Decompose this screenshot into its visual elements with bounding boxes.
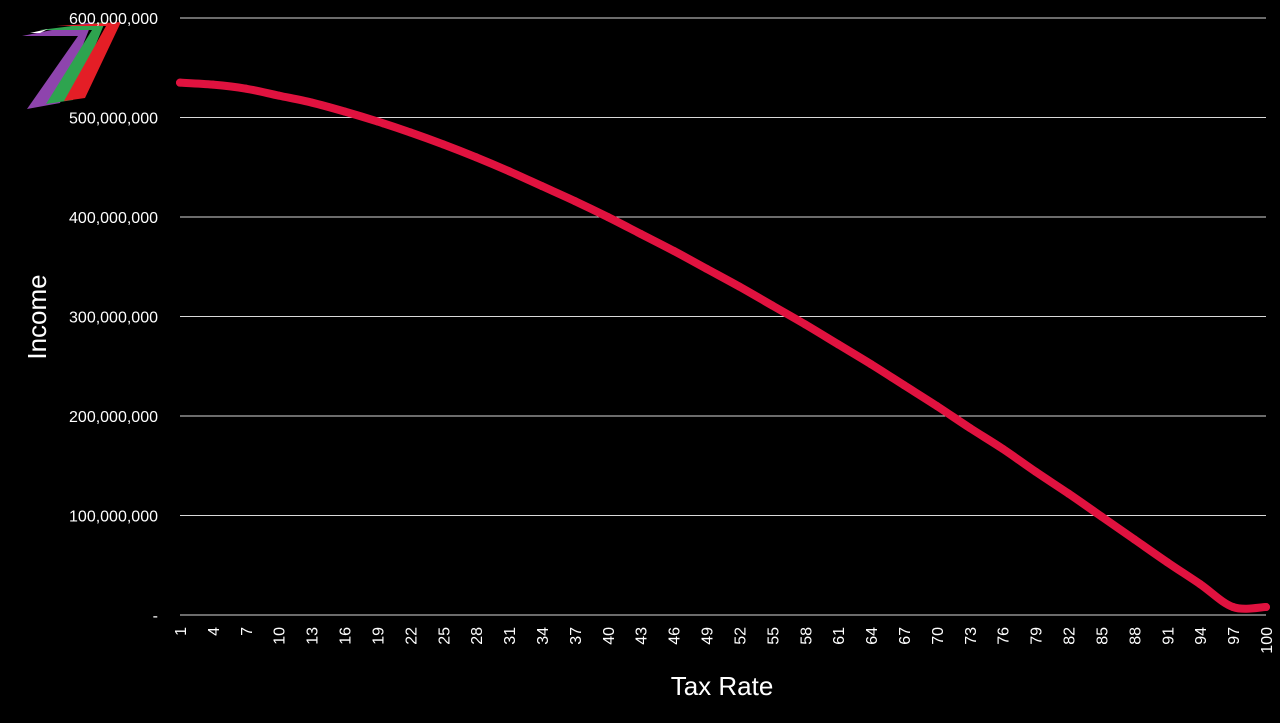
y-tick-label: 400,000,000 xyxy=(69,210,158,227)
income-data-point xyxy=(636,229,645,238)
income-data-point xyxy=(1130,535,1139,544)
x-tick-label: 1 xyxy=(173,627,190,636)
income-data-point xyxy=(867,360,876,369)
x-tick-label: 73 xyxy=(963,627,980,645)
x-tick-label: 34 xyxy=(535,627,552,645)
x-tick-label: 70 xyxy=(930,627,947,645)
x-tick-label: 19 xyxy=(370,627,387,645)
x-tick-label: 94 xyxy=(1193,627,1210,645)
income-data-point xyxy=(538,182,546,191)
income-series-line xyxy=(176,78,1270,613)
x-axis-tick-labels: 1 4 7 10 13 16 19 22 25 28 31 34 37 40 43 46 49 52 55 58 61 6… xyxy=(173,627,1276,654)
income-data-point xyxy=(208,80,217,89)
income-data-point xyxy=(801,320,810,329)
x-tick-label: 85 xyxy=(1094,627,1111,645)
x-tick-label: 67 xyxy=(897,627,914,645)
x-tick-label: 31 xyxy=(502,627,519,645)
x-tick-label: 76 xyxy=(996,627,1013,645)
x-tick-label: 58 xyxy=(798,627,815,645)
income-data-point xyxy=(176,78,184,87)
x-tick-label: 22 xyxy=(403,627,420,645)
x-tick-label: 4 xyxy=(206,627,223,636)
income-data-point xyxy=(340,107,349,116)
x-tick-label: 43 xyxy=(634,627,651,645)
income-data-point xyxy=(373,117,382,126)
x-tick-label: 61 xyxy=(831,627,848,645)
income-data-point xyxy=(669,246,678,255)
x-tick-label: 97 xyxy=(1226,627,1243,645)
x-tick-label: 37 xyxy=(568,627,585,645)
income-data-point xyxy=(274,91,283,100)
income-data-point xyxy=(505,167,514,176)
x-tick-label: 40 xyxy=(601,627,618,645)
y-axis-title: Income xyxy=(22,274,52,359)
income-data-point xyxy=(472,153,481,162)
x-tick-label: 46 xyxy=(667,627,684,645)
income-data-point xyxy=(1031,467,1040,476)
y-tick-label: 300,000,000 xyxy=(69,310,158,327)
gridlines xyxy=(180,17,1266,616)
income-data-point xyxy=(900,381,908,390)
y-axis-tick-labels: - 100,000,000 200,000,000 300,000,000 400,00… xyxy=(69,11,158,625)
income-data-point xyxy=(1064,489,1073,498)
y-tick-label: - xyxy=(153,608,158,625)
y-tick-label: 100,000,000 xyxy=(69,509,158,526)
income-data-point xyxy=(406,128,415,137)
y-tick-label: 600,000,000 xyxy=(69,11,158,28)
income-data-point xyxy=(768,301,777,310)
income-data-point xyxy=(834,340,843,349)
income-data-point xyxy=(603,213,612,221)
x-tick-label: 52 xyxy=(732,627,749,645)
x-tick-label: 88 xyxy=(1127,627,1144,645)
income-data-point xyxy=(439,140,448,149)
y-tick-label: 500,000,000 xyxy=(69,111,158,128)
x-tick-label: 100 xyxy=(1259,627,1276,654)
x-tick-label: 25 xyxy=(436,627,453,645)
x-tick-label: 13 xyxy=(305,627,322,645)
x-tick-label: 7 xyxy=(239,627,256,636)
x-tick-label: 91 xyxy=(1160,627,1177,645)
x-tick-label: 55 xyxy=(765,627,782,645)
income-data-point xyxy=(1097,512,1106,521)
income-data-point xyxy=(241,84,250,93)
x-tick-label: 79 xyxy=(1029,627,1046,645)
x-tick-label: 16 xyxy=(338,627,355,645)
x-axis-title: Tax Rate xyxy=(671,671,774,701)
income-data-point xyxy=(1196,580,1205,589)
income-data-point xyxy=(570,197,579,206)
x-tick-label: 28 xyxy=(469,627,486,645)
income-data-point xyxy=(932,402,941,411)
x-tick-label: 49 xyxy=(700,627,717,645)
x-tick-label: 10 xyxy=(272,627,289,645)
y-tick-label: 200,000,000 xyxy=(69,409,158,426)
seven-chevron-logo-icon xyxy=(22,22,121,109)
x-tick-label: 82 xyxy=(1062,627,1079,645)
income-data-point xyxy=(1262,603,1270,612)
series-lines xyxy=(176,78,1270,613)
income-data-point xyxy=(998,444,1007,453)
income-data-point xyxy=(1229,603,1238,612)
income-data-point xyxy=(735,282,744,291)
income-data-point xyxy=(1163,558,1172,567)
income-data-point xyxy=(965,423,974,432)
income-data-point xyxy=(702,264,711,273)
income-data-point xyxy=(307,98,316,107)
x-tick-label: 64 xyxy=(864,627,881,645)
